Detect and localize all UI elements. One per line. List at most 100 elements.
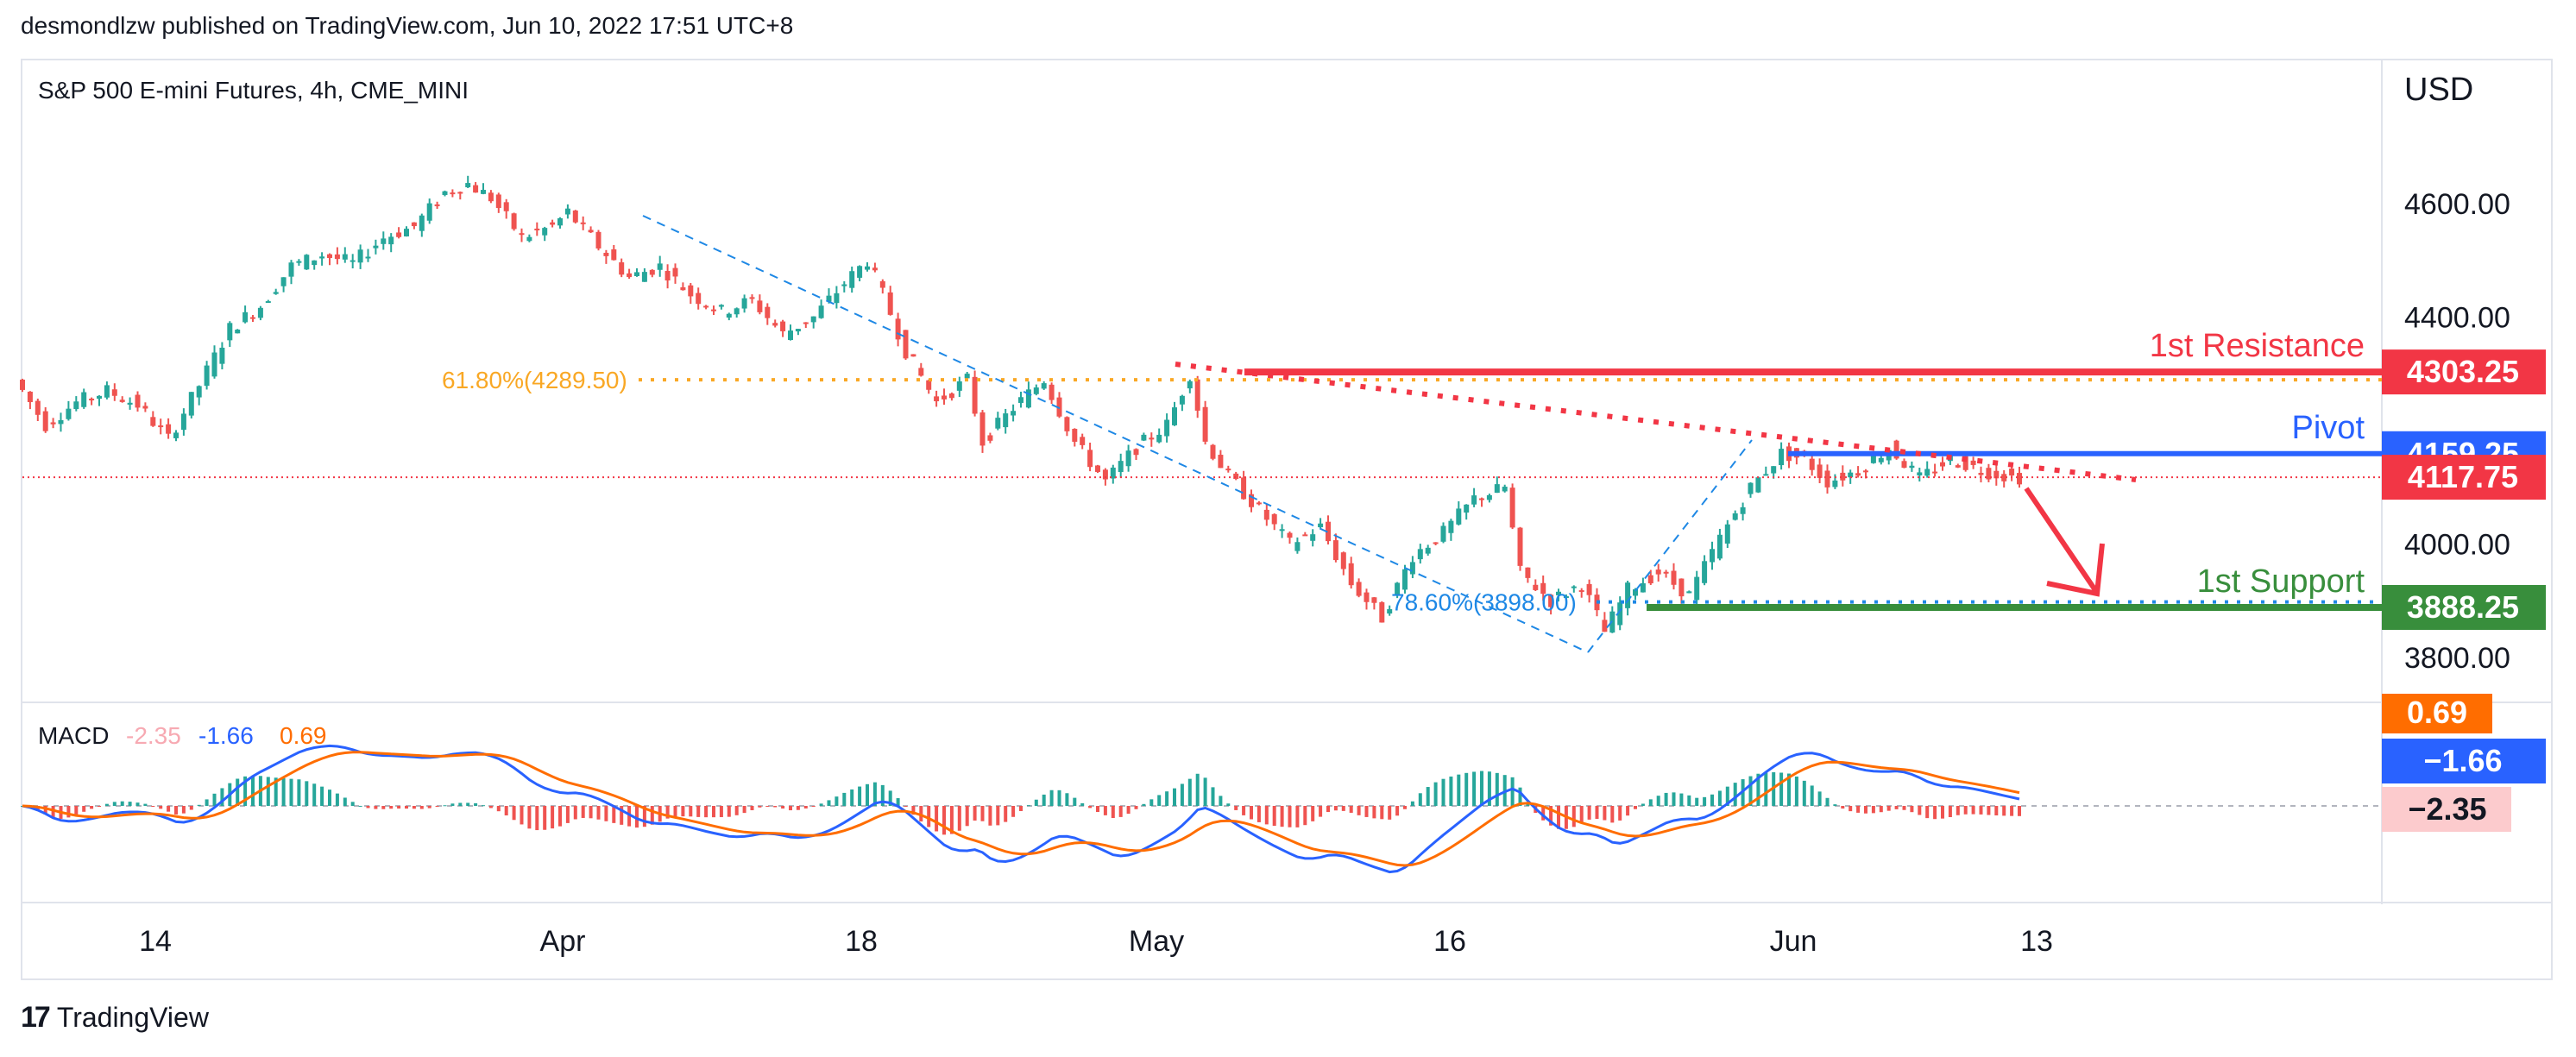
macd-histogram-bar [419,806,424,809]
candle-body [887,292,893,315]
macd-histogram-bar [796,806,800,810]
candle-body [1924,469,1930,476]
macd-histogram-bar [1648,799,1653,806]
candle-body [273,292,279,294]
candle-body [1840,472,1846,481]
macd-histogram-bar [427,806,431,808]
macd-histogram-bar [504,806,508,816]
macd-histogram-bar [98,806,101,807]
candle-body [1533,584,1539,590]
candle-body [1663,571,1669,574]
macd-histogram-bar [1096,806,1099,813]
macd-histogram-bar [1764,772,1768,806]
macd-histogram-bar [980,806,985,821]
candle-body [58,419,64,425]
candle-body [312,260,318,266]
macd-histogram-bar [1695,797,1699,806]
macd-histogram-bar [1886,806,1891,811]
macd-histogram-bar [1879,806,1883,813]
candle-body [1118,461,1124,473]
macd-histogram-bar [551,806,555,829]
candle-body [166,424,172,434]
macd-histogram-bar [1088,806,1093,808]
macd-histogram-bar [305,781,309,806]
macd-histogram-bar [397,806,401,809]
macd-histogram-bar [66,806,71,818]
macd-histogram-bar [474,802,478,806]
candle-body [1563,596,1569,599]
candle-body [1625,582,1631,608]
candle-body [488,192,494,202]
macd-histogram-bar [197,804,201,806]
macd-histogram-bar [1994,806,1999,816]
candle-body [1448,520,1454,533]
macd-histogram-bar [1756,773,1760,806]
macd-histogram-bar [1894,806,1899,809]
macd-histogram-bar [120,801,124,806]
candle-body [196,386,202,398]
macd-signal-badge-value: 0.69 [2407,695,2467,730]
candle-body [188,392,194,416]
candle-body [1064,417,1070,431]
macd-histogram-bar [1941,806,1944,819]
macd-histogram-bar [1549,806,1553,826]
macd-histogram-bar [727,806,731,817]
candle-body [1525,567,1531,578]
candle-body [1302,534,1308,537]
footer-brand[interactable]: TradingView [56,1002,209,1033]
price-axis-tick: 3800.00 [2404,642,2510,675]
macd-histogram-bar [1319,806,1323,817]
macd-histogram-bar [1019,806,1023,811]
candle-body [1310,534,1316,541]
macd-histogram-bar [1541,806,1546,821]
candle-body [135,394,141,408]
macd-histogram-bar [650,806,654,825]
candle-body [519,233,525,236]
candle-body [1218,455,1224,469]
publisher-caption: desmondlzw published on TradingView.com,… [21,12,794,39]
macd-line [22,744,2020,874]
chart-frame [21,59,2553,980]
macd-histogram-bar [1603,806,1607,821]
macd-histogram-bar [904,806,908,807]
macd-histogram-bar [1026,805,1030,807]
candle-body [119,400,125,402]
macd-histogram-bar [627,806,632,827]
candle-body [473,185,479,193]
macd-histogram-bar [1971,806,1975,815]
macd-histogram-bar [973,806,977,821]
candle-body [526,236,532,242]
candle-body [987,435,993,441]
macd-histogram-bar [704,806,709,818]
candle-body [1878,457,1884,462]
macd-histogram-bar [281,777,286,806]
macd-histogram-bar [596,806,601,820]
candle-body [1556,591,1561,595]
macd-histogram-bar [128,802,132,806]
macd-histogram-bar [1656,796,1660,806]
candle-body [42,411,48,431]
macd-histogram-bar [1626,806,1630,816]
last-price-badge-value: 4117.75 [2408,459,2518,494]
macd-histogram-bar [1672,792,1676,806]
candle-body [726,313,732,318]
macd-histogram-bar [1495,772,1499,806]
candle-body [711,309,716,311]
macd-histogram-bar [450,803,455,806]
macd-histogram-bar [988,806,992,826]
macd-histogram-bar [443,805,447,807]
macd-histogram-bar [1219,796,1223,806]
candle-body [158,425,164,428]
candle-body [1809,458,1815,470]
candle-body [1172,407,1177,425]
macd-histogram-bar [811,806,816,807]
macd-histogram-bar [90,806,94,809]
macd-histogram-bar [1449,776,1453,806]
macd-histogram-bar [1595,806,1599,820]
macd-histogram-bar [1195,773,1200,806]
candle-body [465,183,471,188]
macd-histogram-bar [1733,783,1737,806]
macd-histogram-bar [1280,806,1284,827]
candle-body [1110,467,1116,479]
macd-histogram-bar [866,783,869,806]
